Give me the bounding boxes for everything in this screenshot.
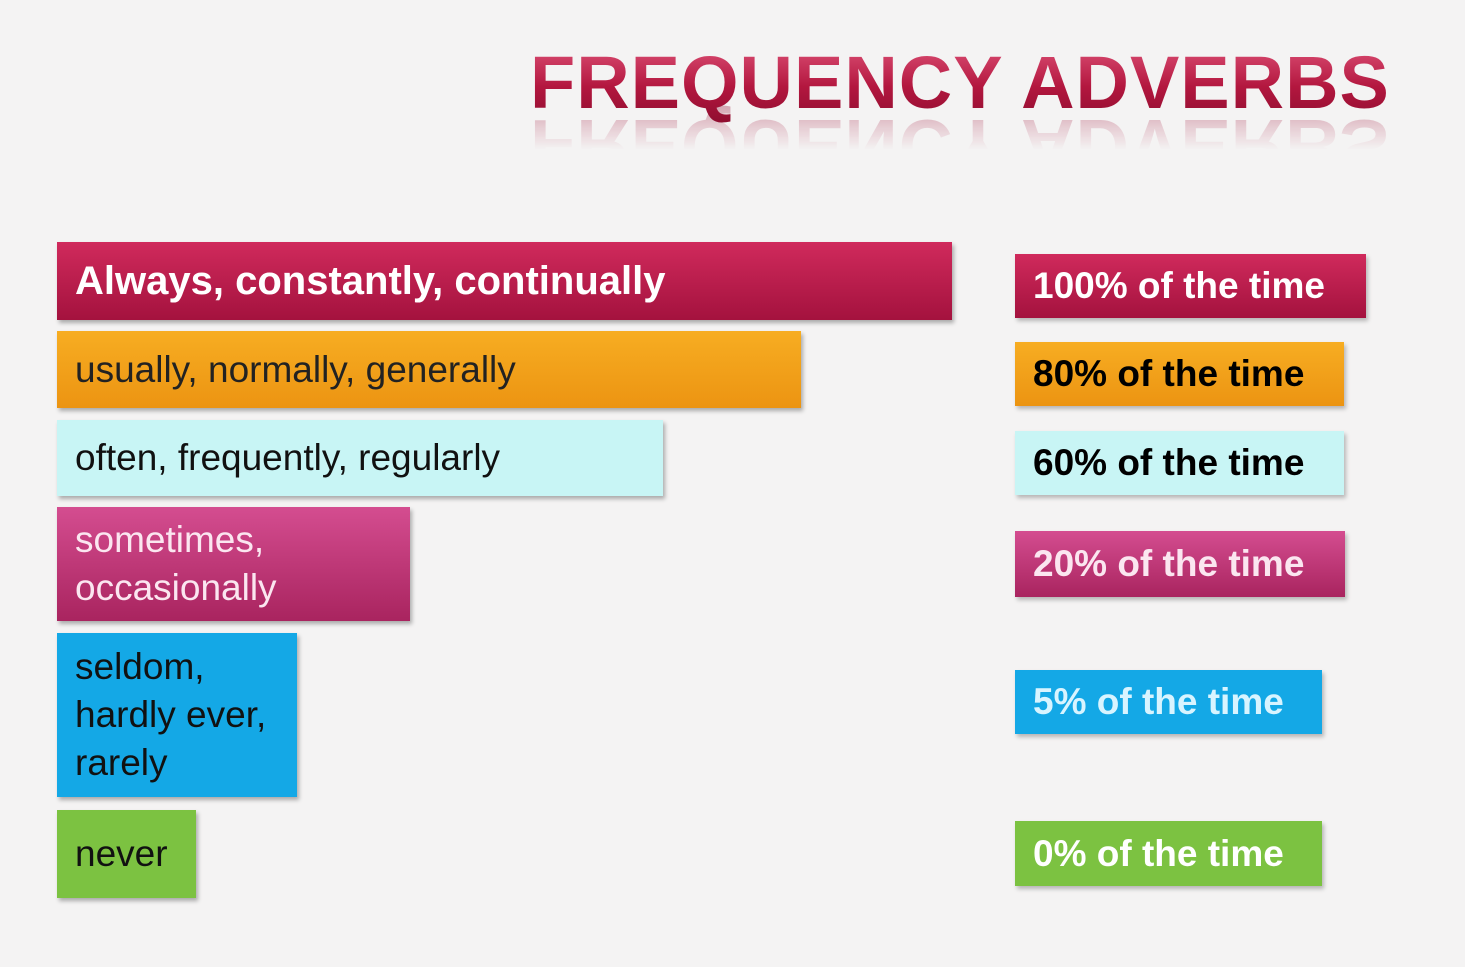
adverb-bar: often, frequently, regularly: [57, 420, 663, 496]
adverb-bar: sometimes, occasionally: [57, 507, 410, 621]
adverb-bar: usually, normally, generally: [57, 331, 801, 408]
frequency-tag: 60% of the time: [1015, 431, 1344, 495]
frequency-tag: 80% of the time: [1015, 342, 1344, 406]
adverb-text: seldom,: [75, 646, 205, 687]
adverb-bar: Always, constantly, continually: [57, 242, 952, 320]
adverb-bar: never: [57, 810, 196, 898]
frequency-tag: 5% of the time: [1015, 670, 1322, 734]
frequency-tag: 0% of the time: [1015, 821, 1322, 886]
frequency-tag: 100% of the time: [1015, 254, 1366, 318]
adverb-text: hardly ever,: [75, 694, 267, 735]
adverb-text: sometimes,: [75, 519, 265, 560]
adverb-bar: seldom, hardly ever, rarely: [57, 633, 297, 797]
adverb-text: occasionally: [75, 567, 277, 608]
adverb-text: rarely: [75, 742, 168, 783]
adverb-text: never: [75, 833, 168, 874]
adverb-text: often, frequently, regularly: [75, 437, 501, 478]
adverb-text: usually, normally, generally: [75, 348, 516, 390]
title: FREQUENCY ADVERBS: [530, 41, 1390, 124]
adverb-text: Always, constantly, continually: [75, 259, 666, 303]
frequency-tag: 20% of the time: [1015, 531, 1345, 597]
